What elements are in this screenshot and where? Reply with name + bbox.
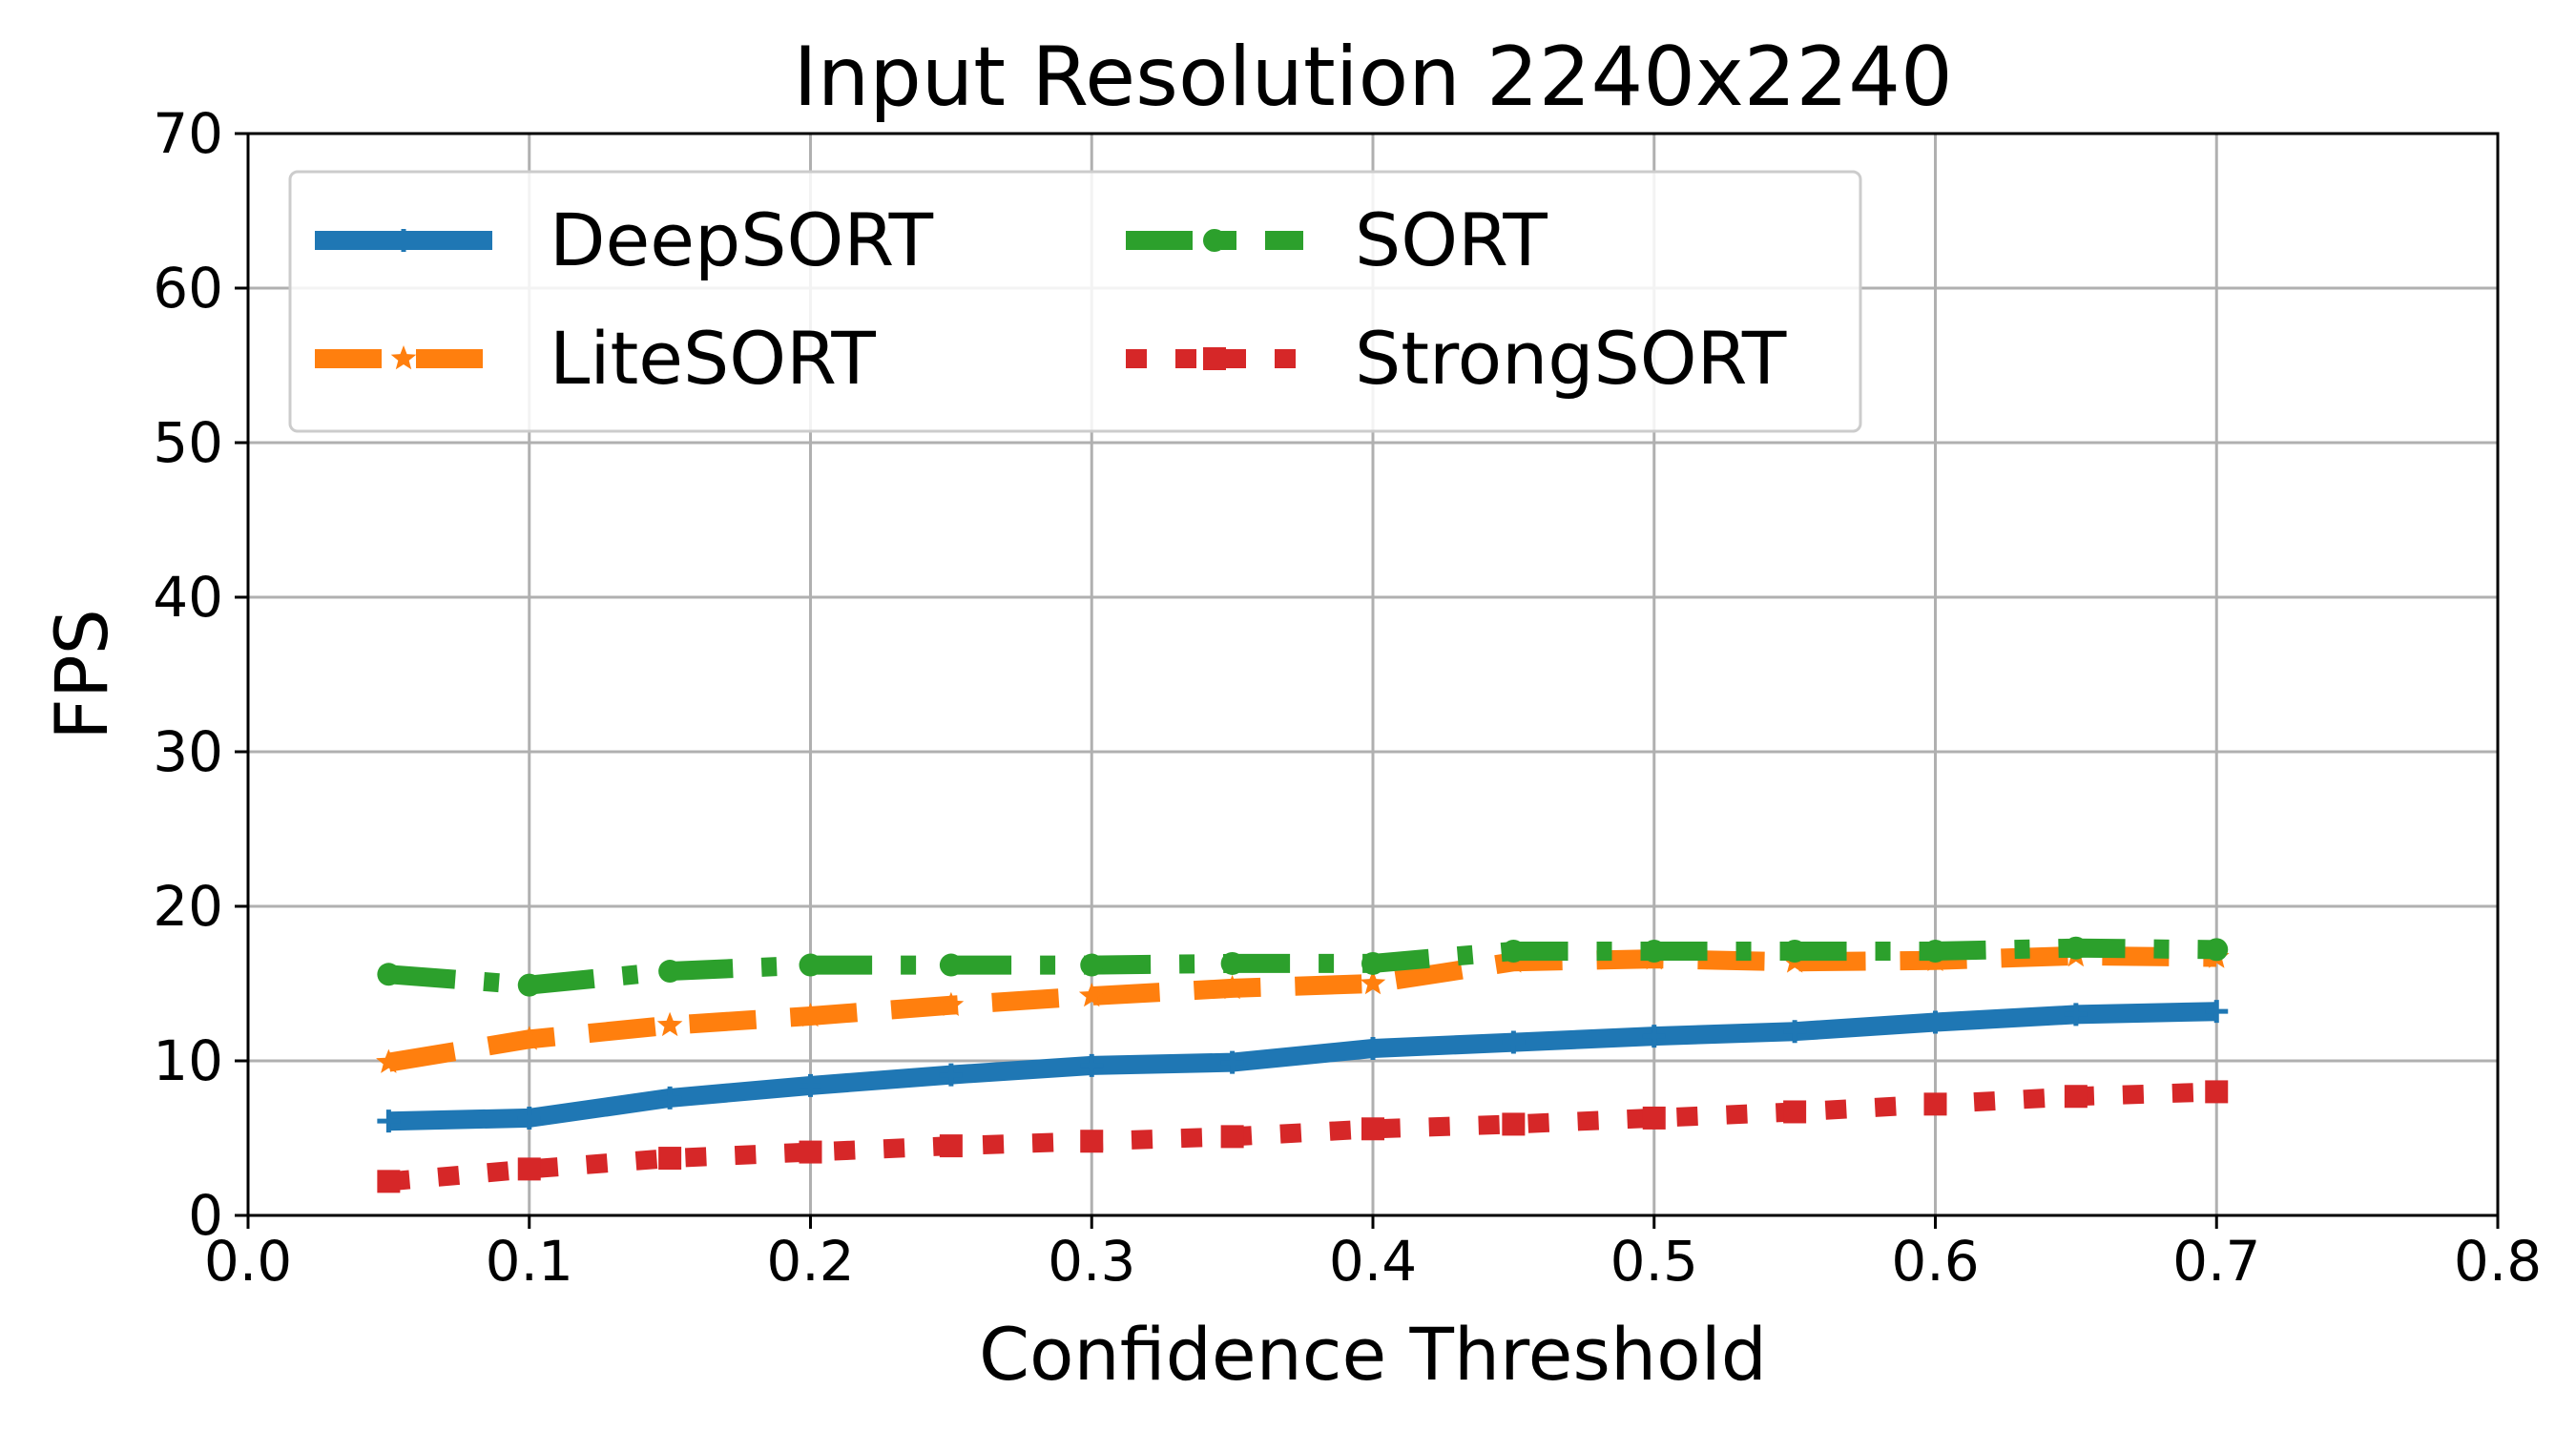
y-tick-label: 50: [153, 410, 223, 475]
legend-marker-litesort: [390, 345, 417, 370]
chart-title: Input Resolution 2240x2240: [793, 30, 1952, 125]
x-tick-label: 0.3: [1048, 1229, 1135, 1294]
data-point-sort: [517, 973, 541, 997]
data-point-strongsort: [1080, 1130, 1104, 1153]
data-point-deepsort: [658, 1086, 682, 1110]
legend-item-litesort: LiteSORT: [315, 316, 876, 401]
x-tick-label: 0.7: [2172, 1229, 2260, 1294]
series-deepsort: [377, 1000, 2229, 1133]
data-point-deepsort: [1361, 1037, 1384, 1061]
data-point-deepsort: [1642, 1025, 1666, 1048]
y-tick-label: 30: [153, 719, 223, 784]
y-tick-label: 10: [153, 1028, 223, 1093]
data-point-strongsort: [2205, 1080, 2229, 1104]
y-tick-label: 0: [188, 1183, 223, 1248]
series-sort: [377, 936, 2229, 997]
data-point-strongsort: [1783, 1100, 1807, 1124]
data-point-litesort: [798, 1003, 823, 1027]
data-point-strongsort: [2064, 1085, 2088, 1109]
data-point-litesort: [516, 1026, 543, 1050]
data-point-sort: [799, 953, 822, 977]
data-point-sort: [1080, 953, 1104, 977]
x-tick-label: 0.5: [1610, 1229, 1698, 1294]
legend-label-litesort: LiteSORT: [550, 316, 876, 401]
data-point-deepsort: [799, 1073, 822, 1097]
data-point-deepsort: [517, 1106, 541, 1130]
x-tick-label: 0.6: [1891, 1229, 1979, 1294]
y-axis-label: FPS: [39, 609, 124, 740]
legend: DeepSORT LiteSORT SORT StrongSORT: [288, 170, 1862, 433]
x-tick-label: 0.2: [766, 1229, 854, 1294]
data-point-deepsort: [1080, 1053, 1104, 1077]
legend-label-deepsort: DeepSORT: [550, 197, 934, 282]
legend-item-deepsort: DeepSORT: [315, 197, 934, 282]
data-point-strongsort: [939, 1134, 963, 1158]
x-axis-label: Confidence Threshold: [979, 1312, 1767, 1397]
data-point-deepsort: [2205, 1000, 2229, 1024]
y-tick-label: 70: [153, 101, 223, 166]
data-point-litesort: [656, 1011, 683, 1037]
data-point-strongsort: [1220, 1125, 1244, 1149]
data-point-strongsort: [377, 1170, 401, 1193]
data-point-sort: [1923, 939, 1947, 963]
data-point-sort: [377, 963, 401, 986]
data-point-deepsort: [377, 1110, 401, 1133]
data-point-litesort: [376, 1048, 402, 1073]
x-tick-label: 0.0: [204, 1229, 292, 1294]
series-strongsort: [377, 1080, 2229, 1193]
data-point-sort: [2205, 938, 2229, 962]
data-point-litesort: [938, 991, 965, 1016]
data-point-sort: [1220, 951, 1244, 975]
data-point-litesort: [1078, 983, 1105, 1007]
data-point-sort: [2064, 936, 2088, 960]
data-point-strongsort: [517, 1157, 541, 1181]
series-line-sort: [387, 938, 2217, 995]
data-point-sort: [1502, 939, 1526, 963]
data-point-strongsort: [658, 1147, 682, 1171]
data-point-deepsort: [1502, 1030, 1526, 1054]
data-point-deepsort: [1783, 1020, 1807, 1044]
legend-marker-sort: [1203, 229, 1226, 252]
y-tick-label: 20: [153, 874, 223, 939]
legend-marker-strongsort: [1203, 347, 1226, 370]
data-point-sort: [1361, 951, 1384, 975]
data-point-deepsort: [1923, 1010, 1947, 1034]
data-point-sort: [1783, 939, 1807, 963]
series-line-deepsort: [388, 1002, 2217, 1131]
x-tick-label: 0.1: [486, 1229, 573, 1294]
legend-label-strongsort: StrongSORT: [1355, 316, 1787, 401]
legend-marker-deepsort: [392, 229, 415, 252]
series-line-strongsort: [387, 1082, 2217, 1192]
data-point-deepsort: [939, 1063, 963, 1087]
data-point-sort: [1642, 939, 1666, 963]
x-tick-label: 0.8: [2454, 1229, 2542, 1294]
data-point-deepsort: [1220, 1050, 1244, 1074]
legend-label-sort: SORT: [1355, 197, 1548, 282]
data-point-strongsort: [1502, 1112, 1526, 1136]
data-point-litesort: [1219, 974, 1245, 1000]
data-point-strongsort: [1642, 1106, 1666, 1130]
legend-item-strongsort: StrongSORT: [1126, 316, 1787, 401]
legend-item-sort: SORT: [1126, 197, 1548, 282]
data-point-deepsort: [2064, 1003, 2088, 1027]
data-point-strongsort: [1923, 1092, 1947, 1116]
data-point-strongsort: [799, 1140, 822, 1164]
data-point-sort: [658, 960, 682, 984]
series-line-litesort: [386, 945, 2217, 1072]
x-tick-label: 0.4: [1329, 1229, 1417, 1294]
y-tick-label: 40: [153, 565, 223, 630]
y-tick-label: 60: [153, 256, 223, 321]
data-point-strongsort: [1361, 1117, 1384, 1141]
data-point-litesort: [1360, 970, 1386, 995]
data-point-sort: [939, 953, 963, 977]
